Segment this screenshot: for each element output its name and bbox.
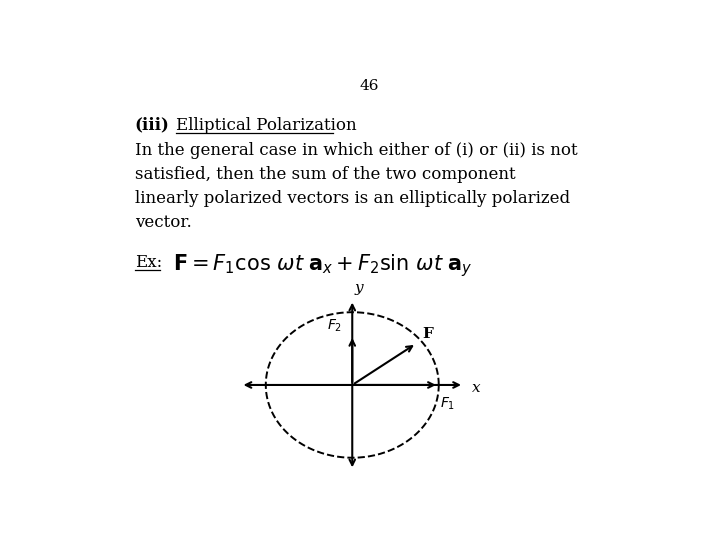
Text: x: x [472, 381, 481, 395]
Text: satisfied, then the sum of the two component: satisfied, then the sum of the two compo… [135, 166, 516, 183]
Text: (iii): (iii) [135, 117, 169, 134]
Text: 46: 46 [359, 79, 379, 93]
Text: vector.: vector. [135, 214, 192, 231]
Text: Ex:: Ex: [135, 254, 162, 271]
Text: linearly polarized vectors is an elliptically polarized: linearly polarized vectors is an ellipti… [135, 190, 570, 207]
Text: Elliptical Polarization: Elliptical Polarization [176, 117, 357, 134]
Text: $F_1$: $F_1$ [441, 395, 456, 412]
Text: $\mathbf{F} = F_1 \cos\,\omega t\; \mathbf{a}_x + F_2 \sin\,\omega t\; \mathbf{a: $\mathbf{F} = F_1 \cos\,\omega t\; \math… [173, 252, 472, 279]
Text: y: y [355, 281, 364, 295]
Text: In the general case in which either of (i) or (ii) is not: In the general case in which either of (… [135, 141, 577, 159]
Text: $F_2$: $F_2$ [327, 318, 342, 334]
Text: F: F [422, 327, 433, 341]
